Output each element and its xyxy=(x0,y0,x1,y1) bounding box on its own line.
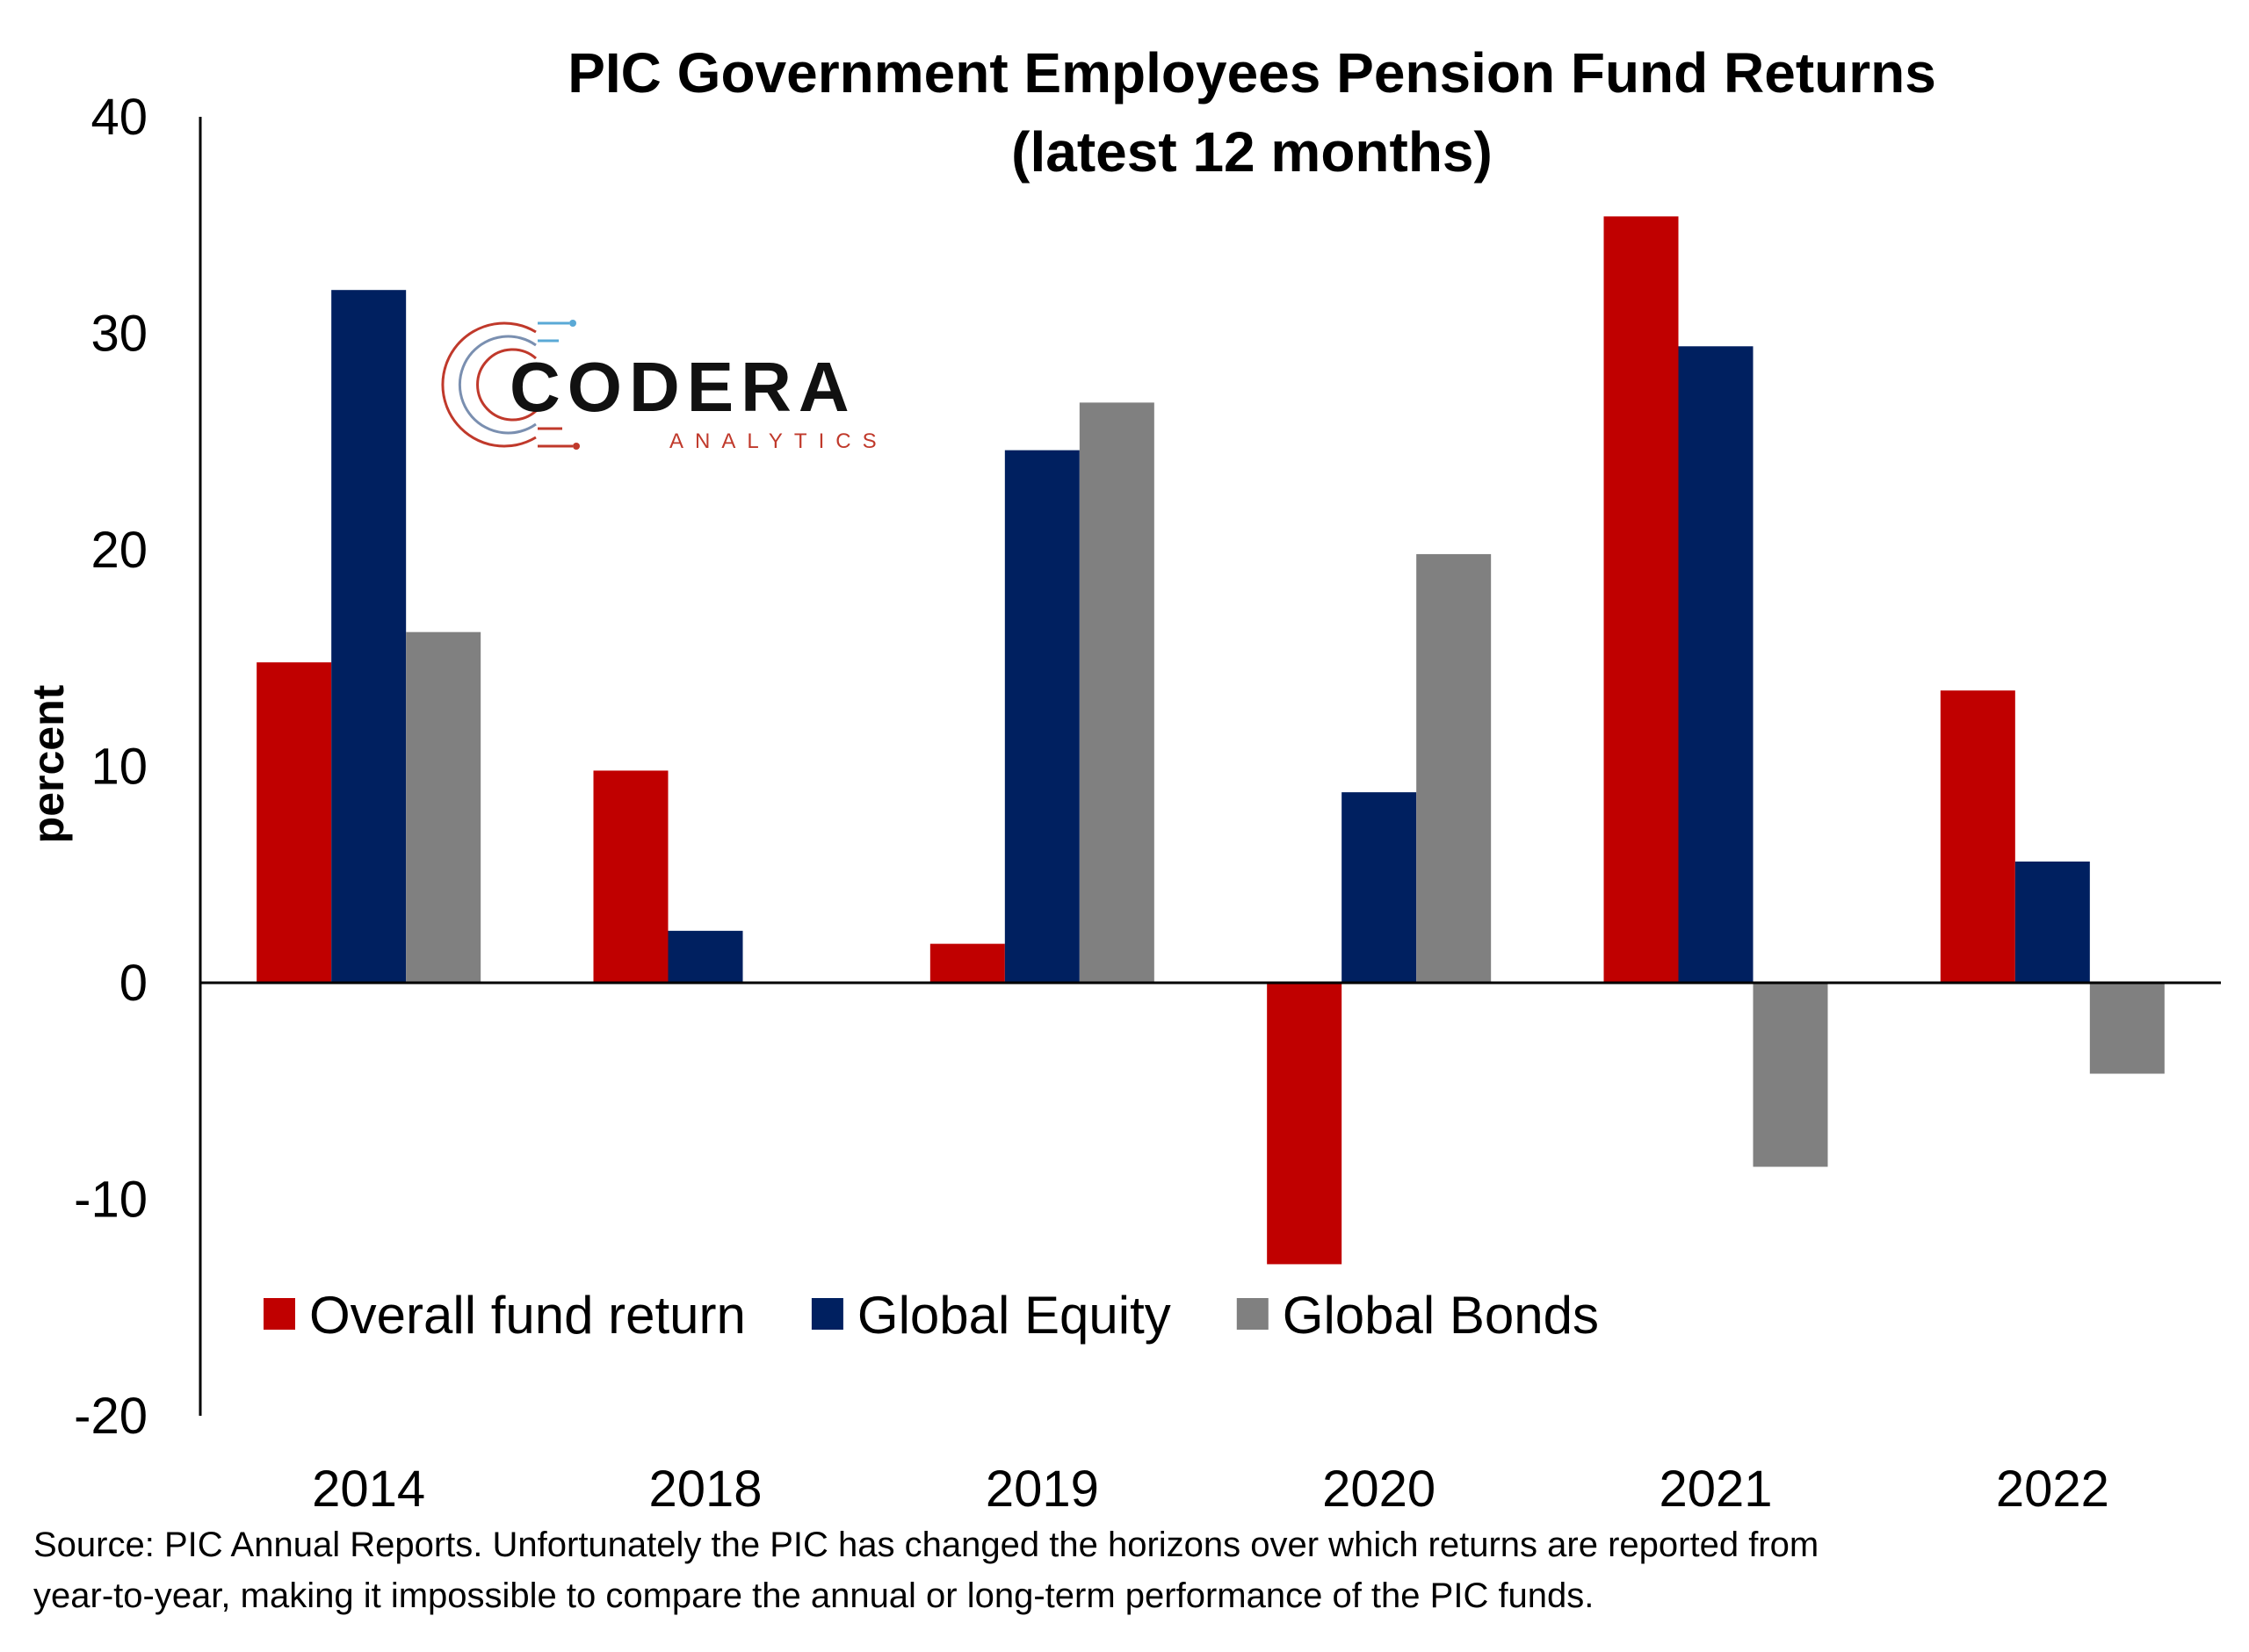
bar-global-bonds-2014 xyxy=(406,631,481,983)
legend-label: Global Equity xyxy=(857,1286,1171,1345)
bar-global-equity-2014 xyxy=(331,290,407,983)
bar-overall-fund-return-2019 xyxy=(929,943,1005,983)
legend-label: Global Bonds xyxy=(1283,1286,1599,1345)
x-tick-label: 2014 xyxy=(312,1461,425,1518)
legend-label: Overall fund return xyxy=(309,1286,746,1345)
legend: Overall fund return Global Equity Global B… xyxy=(264,1286,1599,1345)
bars-group xyxy=(257,216,2165,1265)
y-tick-label: 0 xyxy=(119,955,148,1012)
y-axis-label: percent xyxy=(24,684,73,843)
y-tick-label: 10 xyxy=(90,739,148,796)
x-ticks-group: 2014 2018 2019 2020 2021 2022 xyxy=(312,1461,2109,1518)
chart-title-line2: (latest 12 months) xyxy=(1011,120,1493,184)
source-note-line2: year-to-year, making it impossible to co… xyxy=(33,1576,1594,1615)
x-tick-label: 2022 xyxy=(1996,1461,2109,1518)
bar-overall-fund-return-2022 xyxy=(1940,690,2015,983)
codera-logo: CODERA ANALYTICS xyxy=(441,320,888,453)
x-tick-label: 2021 xyxy=(1659,1461,1772,1518)
bar-global-bonds-2020 xyxy=(1416,553,1492,983)
logo-name: CODERA xyxy=(510,348,857,426)
bar-overall-fund-return-2014 xyxy=(257,662,332,983)
bar-overall-fund-return-2021 xyxy=(1603,216,1679,983)
bar-global-equity-2018 xyxy=(668,930,743,983)
y-tick-label: -10 xyxy=(74,1172,148,1229)
y-ticks-group: -20 -10 0 10 20 30 40 xyxy=(74,89,148,1445)
logo-mark-icon xyxy=(441,320,580,450)
y-tick-label: 40 xyxy=(90,89,148,146)
bar-global-equity-2019 xyxy=(1004,450,1080,983)
bar-overall-fund-return-2018 xyxy=(593,770,669,983)
bar-global-bonds-2022 xyxy=(2089,983,2165,1074)
y-tick-label: -20 xyxy=(74,1388,148,1445)
bar-global-equity-2022 xyxy=(2014,861,2090,983)
logo-sub: ANALYTICS xyxy=(669,429,888,453)
x-tick-label: 2018 xyxy=(648,1461,762,1518)
legend-swatch xyxy=(1236,1298,1269,1330)
bar-global-equity-2021 xyxy=(1678,346,1754,983)
legend-swatch xyxy=(811,1298,843,1330)
bar-global-bonds-2021 xyxy=(1753,983,1828,1167)
chart-title-line1: PIC Government Employees Pension Fund Re… xyxy=(568,41,1936,105)
bar-overall-fund-return-2020 xyxy=(1267,983,1342,1265)
x-tick-label: 2019 xyxy=(986,1461,1099,1518)
y-tick-label: 30 xyxy=(90,306,148,363)
x-tick-label: 2020 xyxy=(1322,1461,1435,1518)
source-note-line1: Source: PIC Annual Reports. Unfortunatel… xyxy=(33,1526,1819,1564)
axes-group xyxy=(199,117,2221,1416)
bar-global-equity-2020 xyxy=(1341,792,1417,983)
bar-global-bonds-2019 xyxy=(1079,402,1154,983)
y-tick-label: 20 xyxy=(90,522,148,579)
legend-swatch xyxy=(264,1298,295,1330)
